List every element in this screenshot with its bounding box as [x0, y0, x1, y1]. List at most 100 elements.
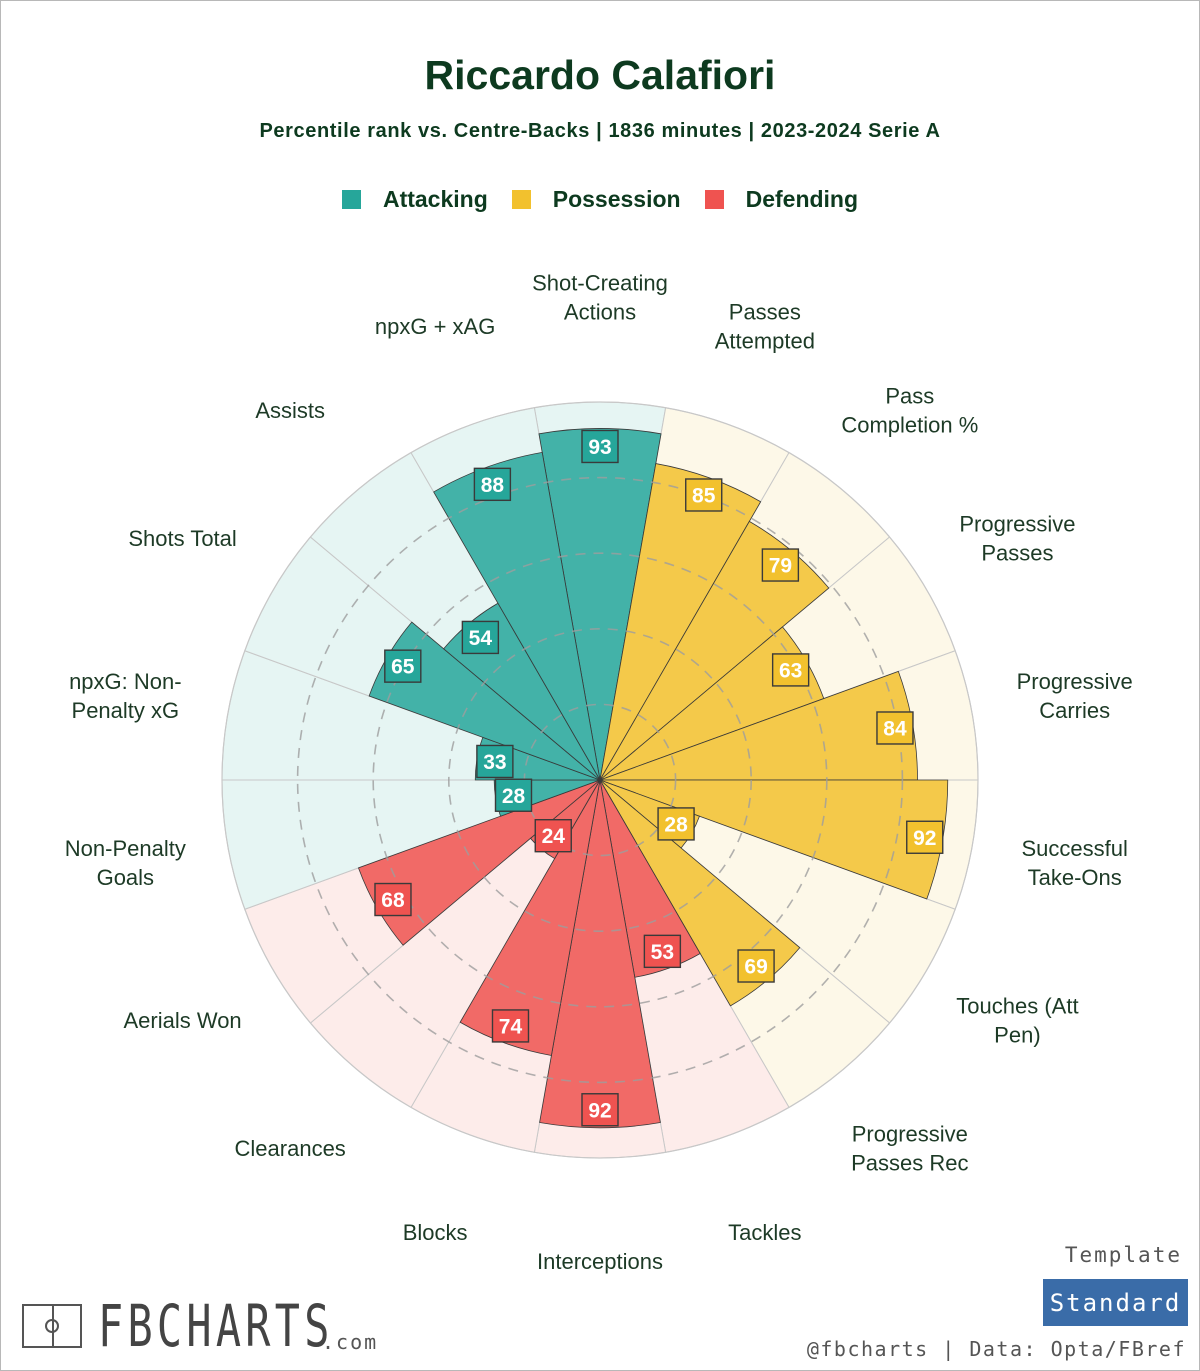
value-label-tackles: 53	[643, 934, 682, 969]
value-box	[761, 548, 800, 582]
metric-label-npxg-xag: npxG + xAG	[375, 314, 495, 339]
value-labels: 93 85 79 63 84 92 28 69 53 92 74 24 68 28 33 65 54 88	[374, 429, 944, 1127]
value-label-shot-creating-actions: 93	[581, 429, 619, 464]
metric-label-progressive-passes: Progressive Passes	[959, 512, 1075, 566]
value-label-pass-completion: 79	[761, 548, 800, 582]
legend-item-defending: Defending	[704, 186, 859, 213]
value-box	[685, 478, 723, 512]
chart-subtitle: Percentile rank vs. Centre-Backs | 1836 …	[259, 120, 941, 142]
value-text: 54	[469, 627, 493, 650]
logo-suffix: .com	[322, 1330, 379, 1354]
value-box	[657, 807, 695, 841]
value-text: 24	[542, 825, 566, 848]
value-label-progressive-passes-rec: 69	[737, 949, 775, 983]
value-label-assists: 54	[461, 620, 500, 655]
metric-label-progressive-passes-rec: Progressive Passes Rec	[851, 1122, 968, 1176]
legend-label-possession: Possession	[552, 186, 681, 212]
value-text: 69	[744, 956, 767, 979]
metric-label-pass-completion: Pass Completion %	[841, 383, 978, 437]
legend-swatch-defending	[704, 190, 724, 209]
value-box	[491, 1009, 530, 1043]
metric-label-touches-att-pen: Touches (Att Pen)	[956, 994, 1078, 1048]
value-text: 92	[588, 1099, 611, 1122]
metric-label-blocks: Blocks	[403, 1220, 468, 1245]
value-label-progressive-passes: 63	[771, 653, 810, 687]
legend-item-possession: Possession	[511, 186, 681, 213]
value-box	[476, 744, 514, 779]
value-text: 84	[883, 717, 907, 740]
template-label: Template	[1064, 1243, 1182, 1267]
data-credit: @fbcharts | Data: Opta/FBref	[806, 1337, 1186, 1361]
metric-label-passes-attempted: Passes Attempted	[715, 300, 815, 354]
value-box	[473, 467, 512, 502]
value-box	[581, 1093, 619, 1127]
metric-label-tackles: Tackles	[728, 1220, 801, 1245]
value-box	[461, 620, 500, 655]
metric-label-assists: Assists	[255, 398, 325, 423]
bar-interceptions	[539, 779, 661, 1129]
value-text: 68	[381, 889, 405, 912]
value-label-non-penalty-goals: 28	[494, 778, 533, 812]
metric-label-progressive-carries: Progressive Carries	[1017, 669, 1133, 723]
legend-swatch-attacking	[341, 190, 361, 209]
template-standard-button[interactable]: Standard	[1043, 1279, 1188, 1326]
metric-label-interceptions: Interceptions	[537, 1249, 663, 1274]
value-box	[374, 882, 412, 917]
metric-label-clearances: Clearances	[235, 1136, 346, 1161]
legend-label-defending: Defending	[745, 186, 859, 212]
value-text: 63	[779, 659, 802, 682]
value-label-aerials-won: 68	[374, 882, 412, 917]
value-label-interceptions: 92	[581, 1093, 619, 1127]
value-label-blocks: 74	[491, 1009, 530, 1043]
metric-labels: Shot-Creating Actions Passes Attempted Pass C…	[65, 271, 1133, 1275]
legend-swatch-possession	[511, 190, 531, 209]
value-text: 88	[481, 474, 505, 497]
value-text: 74	[499, 1015, 523, 1038]
chart-title: Riccardo Calafiori	[424, 52, 776, 98]
value-label-shots-total: 65	[384, 649, 422, 683]
value-label-progressive-carries: 84	[876, 711, 914, 745]
value-text: 28	[664, 813, 688, 836]
bar-passes-attempted	[599, 463, 762, 781]
value-text: 33	[483, 751, 506, 774]
pitch-icon	[22, 1304, 82, 1348]
legend-label-attacking: Attacking	[382, 186, 488, 212]
metric-label-non-penalty-goals: Non-Penalty Goals	[65, 836, 186, 890]
value-text: 92	[913, 827, 936, 850]
value-text: 28	[502, 785, 526, 808]
value-label-successful-take-ons: 92	[906, 820, 944, 854]
value-text: 79	[769, 555, 792, 578]
value-text: 65	[391, 656, 415, 679]
value-box	[384, 649, 422, 683]
bar-shot-creating-actions	[538, 428, 662, 781]
value-box	[534, 819, 572, 853]
legend: Attacking Possession Defending	[0, 186, 1200, 213]
fbcharts-logo: FBCHARTS .com	[22, 1292, 425, 1360]
logo-text: FBCHARTS	[98, 1292, 334, 1360]
metric-label-successful-take-ons: Successful Take-Ons	[1021, 836, 1127, 890]
value-text: 85	[692, 484, 716, 507]
value-label-touches-att-pen: 28	[657, 807, 695, 841]
value-label-passes-attempted: 85	[685, 478, 723, 512]
value-box	[494, 778, 533, 812]
grid-ring-40	[447, 627, 752, 932]
value-box	[737, 949, 775, 983]
legend-item-attacking: Attacking	[341, 186, 488, 213]
value-box	[906, 820, 944, 854]
metric-label-npxg-non-penalty-xg: npxG: Non-Penalty xG	[69, 669, 182, 723]
metric-label-shots-total: Shots Total	[128, 526, 236, 551]
grid-ring-60	[372, 552, 828, 1008]
grid-ring-80	[296, 476, 904, 1084]
value-text: 93	[588, 436, 611, 459]
value-label-npxg-non-penalty-xg: 33	[476, 744, 514, 779]
metric-label-aerials-won: Aerials Won	[123, 1008, 241, 1033]
value-label-npxg-xag: 88	[473, 467, 512, 502]
value-box	[876, 711, 914, 745]
outer-ring	[221, 401, 979, 1159]
metric-label-shot-creating-actions: Shot-Creating Actions	[532, 271, 668, 325]
value-box	[643, 934, 682, 969]
value-box	[581, 429, 619, 464]
value-text: 53	[651, 941, 674, 964]
bar-npxg-xag	[433, 451, 601, 781]
